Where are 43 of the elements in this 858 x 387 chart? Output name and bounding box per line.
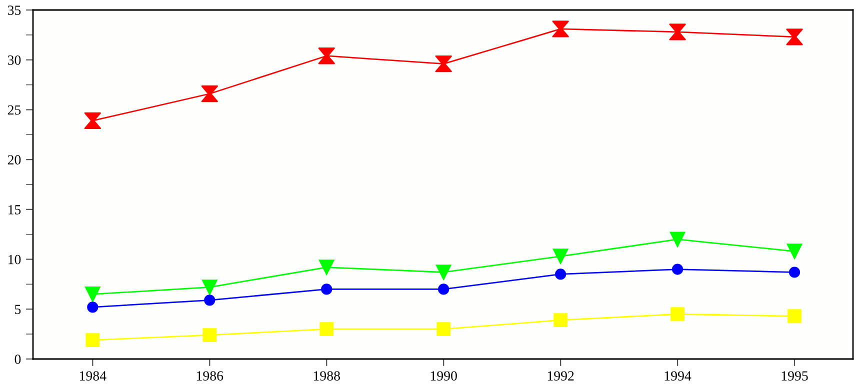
point [786,244,802,259]
point [670,232,686,247]
y-tick-label: 0 [14,354,21,364]
point [204,294,216,306]
point [786,28,803,46]
point [788,309,802,324]
point [321,284,332,295]
point [85,286,100,302]
point [318,260,334,275]
point [435,56,452,72]
point [87,302,98,313]
y-tick-label: 35 [8,6,21,15]
y-tick-label: 5 [15,304,21,314]
y-tick-label: 15 [8,205,21,214]
point [86,333,100,347]
y-tick-label: 30 [8,55,21,65]
x-tick-label: 1986 [196,371,224,381]
point [202,328,217,342]
point [554,313,568,328]
point [788,266,800,278]
y-tick-label: 10 [8,254,21,264]
x-tick-label: 1990 [430,371,457,381]
y-tick-label: 20 [8,155,21,165]
point [672,264,684,275]
point [318,48,335,64]
point [436,322,451,336]
point [202,280,218,295]
point [552,248,568,264]
point [320,322,334,336]
x-tick-label: 1994 [664,371,692,381]
x-tick-label: 1995 [782,371,808,381]
x-tick-label: 1984 [80,371,106,381]
x-tick-label: 1992 [548,371,574,381]
point [552,20,569,38]
point [438,284,450,295]
point [555,268,566,280]
point [670,307,684,322]
point [84,112,101,130]
x-tick-label: 1988 [314,371,340,381]
y-tick-label: 25 [8,105,21,115]
point [669,24,686,40]
point [201,85,218,102]
point [436,264,452,280]
